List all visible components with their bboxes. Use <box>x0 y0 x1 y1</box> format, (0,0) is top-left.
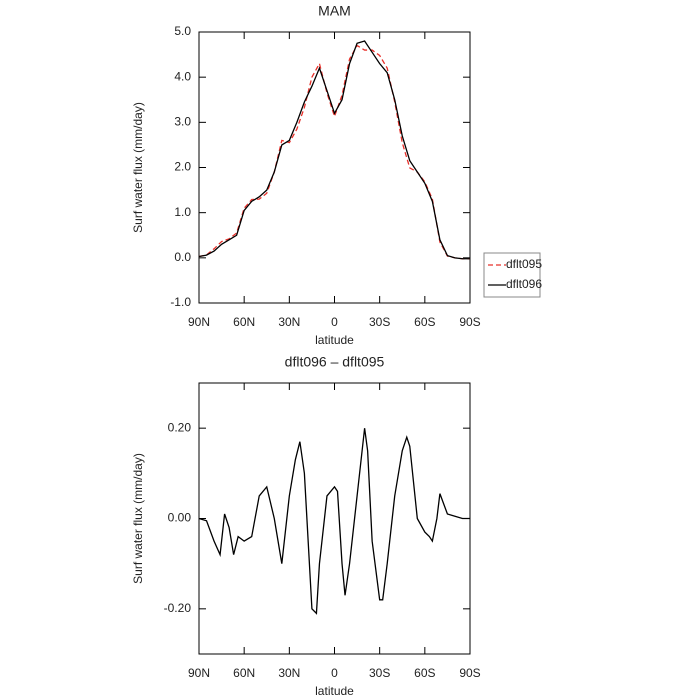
x-tick-label: 0 <box>331 666 338 680</box>
x-tick-label: 60N <box>233 315 255 329</box>
x-tick-label: 30N <box>278 666 300 680</box>
series-line <box>198 428 470 615</box>
legend-label: dflt095 <box>506 257 542 271</box>
chart-title: dflt096 – dflt095 <box>285 354 385 370</box>
y-tick-label: -0.20 <box>164 601 192 615</box>
y-axis-label: Surf water flux (mm/day) <box>131 453 145 584</box>
y-tick-label: 0.20 <box>168 420 192 434</box>
chart-title: MAM <box>318 3 351 19</box>
x-tick-label: 60S <box>414 666 435 680</box>
x-tick-label: 60N <box>233 666 255 680</box>
y-tick-label: 0.0 <box>174 250 191 264</box>
y-tick-label: 2.0 <box>174 160 191 174</box>
y-axis-label: Surf water flux (mm/day) <box>131 102 145 233</box>
plot-frame <box>198 382 471 655</box>
x-tick-label: 60S <box>414 315 435 329</box>
x-tick-label: 90N <box>188 666 210 680</box>
x-tick-label: 0 <box>331 315 338 329</box>
x-tick-label: 90S <box>459 666 480 680</box>
y-tick-label: 3.0 <box>174 115 191 129</box>
y-tick-label: 1.0 <box>174 205 191 219</box>
legend-box <box>483 252 541 298</box>
x-tick-label: 30S <box>369 315 390 329</box>
x-axis-label: latitude <box>315 333 354 347</box>
x-axis-label: latitude <box>315 684 354 698</box>
y-tick-label: 0.00 <box>168 511 192 525</box>
plot-frame <box>198 31 471 304</box>
legend-label: dflt096 <box>506 277 542 291</box>
y-tick-label: 4.0 <box>174 69 191 83</box>
y-tick-label: 5.0 <box>174 24 191 38</box>
series-line <box>198 40 470 260</box>
x-tick-label: 90S <box>459 315 480 329</box>
x-tick-label: 30S <box>369 666 390 680</box>
x-tick-label: 30N <box>278 315 300 329</box>
x-tick-label: 90N <box>188 315 210 329</box>
y-tick-label: -1.0 <box>170 295 191 309</box>
